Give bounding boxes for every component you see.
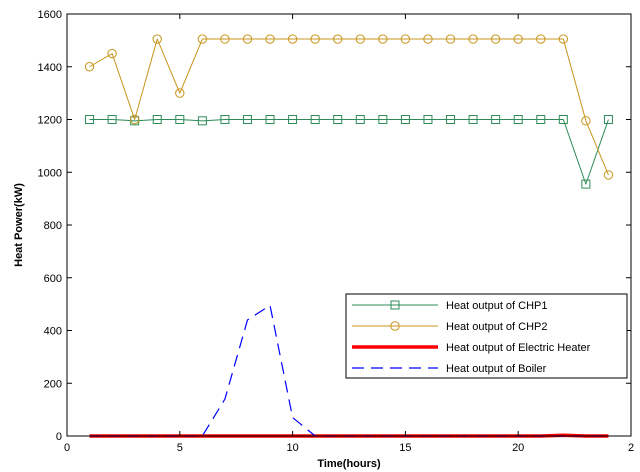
series-point-square — [468, 115, 478, 124]
series-point-square — [288, 115, 298, 124]
series-point-circle — [378, 34, 388, 44]
series-point-circle — [536, 34, 546, 44]
y-tick-label: 1600 — [38, 9, 62, 21]
legend-label: Heat output of Electric Heater — [446, 342, 591, 354]
y-tick-label: 1000 — [38, 167, 62, 179]
legend-label: Heat output of Boiler — [446, 363, 547, 375]
series-point-circle — [84, 62, 95, 72]
series-point-circle — [265, 34, 275, 44]
series-point-square — [400, 115, 410, 124]
series-point-circle — [152, 34, 162, 44]
y-tick-label: 1200 — [38, 115, 62, 127]
series-point-square — [265, 115, 275, 124]
series-point-circle — [445, 34, 456, 44]
y-tick-label: 0 — [56, 431, 62, 443]
series-point-circle — [558, 34, 569, 44]
x-tick-label: 20 — [512, 442, 524, 454]
series-point-circle — [400, 34, 411, 44]
series-point-circle — [333, 34, 343, 44]
series-point-square — [513, 115, 523, 124]
series-point-square — [603, 115, 613, 124]
series-point-square — [85, 115, 95, 124]
legend: Heat output of CHP1 Heat output of CHP2 He… — [345, 293, 628, 379]
series-point-circle — [423, 34, 433, 44]
series-point-circle — [355, 34, 365, 44]
series-point-square — [390, 300, 400, 310]
series-point-square — [197, 116, 207, 126]
series-point-square — [220, 115, 230, 124]
series-point-square — [175, 115, 185, 124]
series-point-circle — [468, 34, 478, 44]
series-point-circle — [513, 34, 523, 44]
legend-label: Heat output of CHP2 — [446, 321, 548, 333]
series-point-circle — [197, 34, 208, 44]
series-point-circle — [175, 88, 185, 98]
series-1 — [85, 115, 613, 189]
series-point-circle — [603, 170, 614, 180]
x-tick-label: 5 — [177, 442, 183, 454]
series-point-square — [310, 115, 320, 124]
x-tick-label: 2 — [628, 442, 634, 454]
series-point-circle — [220, 34, 230, 44]
y-axis-title: Heat Power(kW) — [13, 183, 25, 267]
series-point-circle — [581, 116, 591, 126]
series-point-circle — [242, 34, 253, 44]
series-point-square — [491, 115, 501, 124]
y-tick-label: 400 — [44, 326, 62, 338]
y-tick-label: 600 — [44, 273, 62, 285]
y-tick-label: 1400 — [38, 62, 62, 74]
x-tick-label: 0 — [64, 442, 70, 454]
series-point-circle — [107, 48, 117, 59]
y-tick-label: 200 — [44, 378, 62, 390]
series-point-square — [242, 115, 252, 124]
series-point-circle — [129, 114, 140, 125]
series-point-square — [423, 115, 433, 124]
series-point-square — [355, 115, 365, 124]
series-point-circle — [287, 34, 298, 44]
series-point-square — [446, 115, 456, 124]
legend-box — [345, 293, 628, 379]
x-axis-title: Time(hours) — [317, 458, 381, 470]
series-point-circle — [310, 34, 320, 44]
series-point-square — [107, 115, 117, 124]
series-point-circle — [490, 34, 501, 44]
series-point-circle — [390, 321, 400, 331]
series-point-square — [333, 115, 343, 124]
legend-label: Heat output of CHP1 — [446, 300, 548, 312]
y-tick-label: 800 — [44, 220, 62, 232]
series-point-square — [536, 115, 546, 124]
series-point-square — [378, 115, 388, 124]
series-point-square — [558, 115, 568, 124]
series-point-square — [152, 115, 162, 124]
series-2 — [84, 34, 614, 180]
series-point-square — [581, 179, 591, 189]
x-tick-label: 10 — [286, 442, 298, 454]
x-tick-label: 15 — [399, 442, 411, 454]
